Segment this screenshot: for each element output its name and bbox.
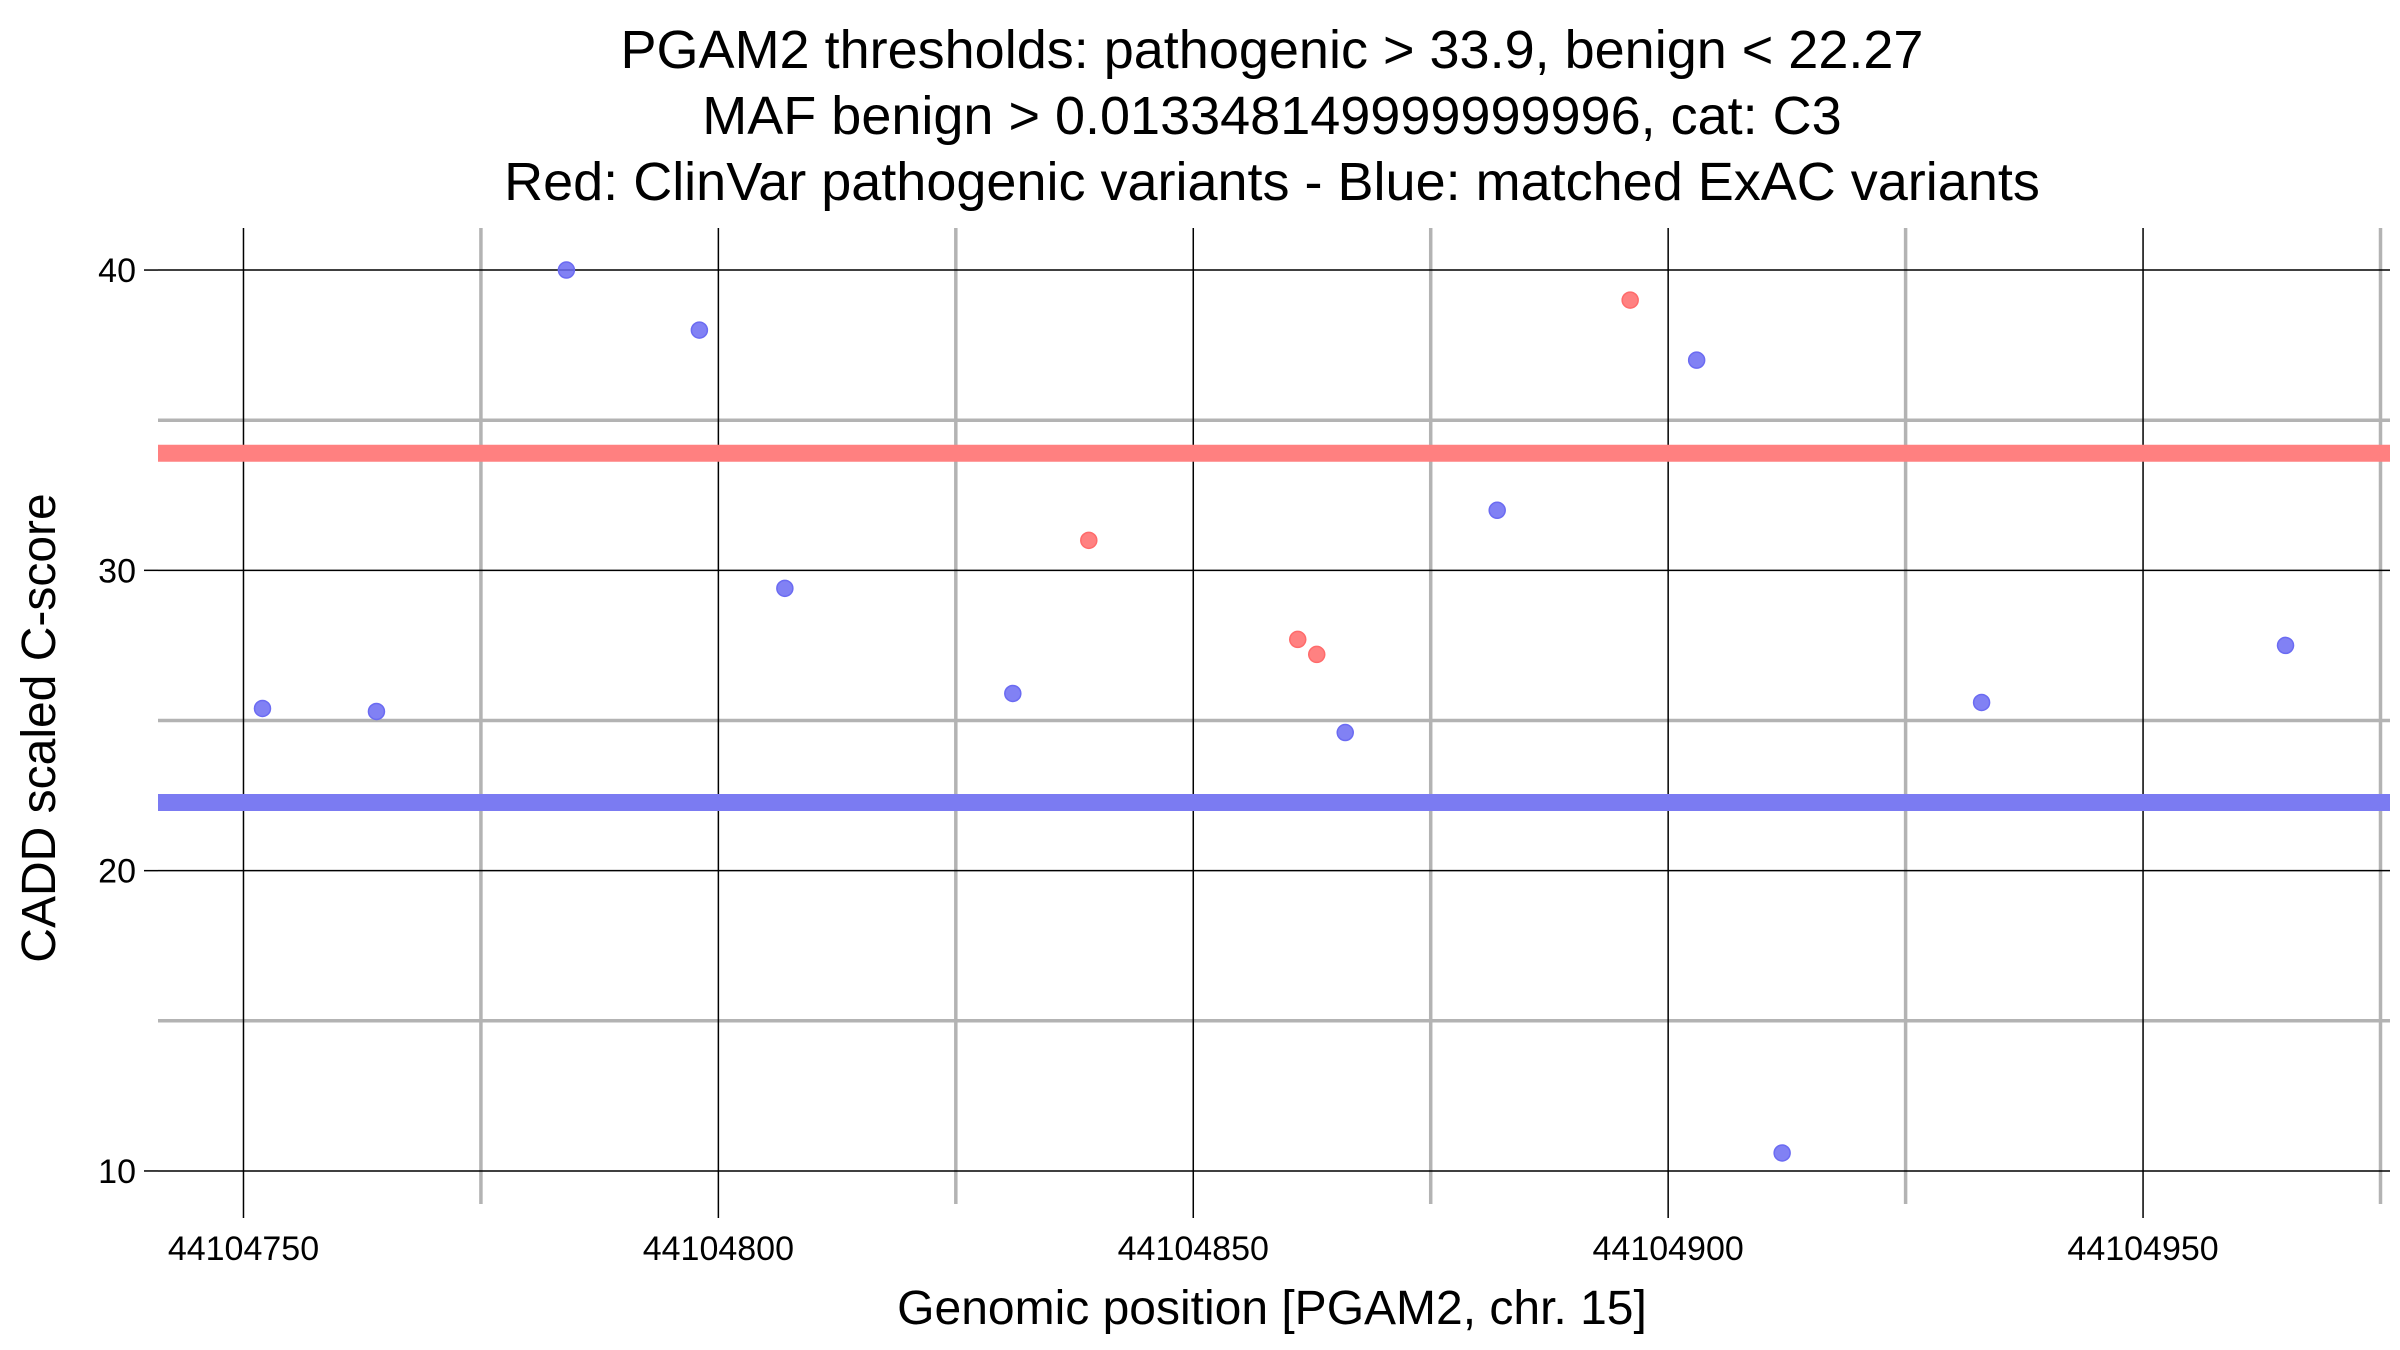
y-axis-title: CADD scaled C-score bbox=[13, 493, 66, 962]
pathogenic-point bbox=[1080, 531, 1098, 550]
exac-point bbox=[1773, 1144, 1791, 1162]
x-tick-label: 44104900 bbox=[1593, 1230, 1744, 1268]
exac-point bbox=[367, 702, 386, 721]
data-points bbox=[253, 261, 2295, 1162]
x-tick-label: 44104850 bbox=[1118, 1230, 1269, 1268]
pathogenic-point bbox=[1288, 630, 1307, 649]
exac-point bbox=[1972, 693, 1991, 712]
title-line-2: MAF benign > 0.013348149999999996, cat: … bbox=[702, 86, 1841, 146]
chart-title: PGAM2 thresholds: pathogenic > 33.9, ben… bbox=[504, 20, 2040, 212]
exac-point bbox=[1488, 501, 1506, 520]
exac-point bbox=[2276, 636, 2295, 655]
major-gridlines bbox=[158, 228, 2390, 1204]
title-line-3: Red: ClinVar pathogenic variants - Blue:… bbox=[504, 152, 2040, 212]
exac-point bbox=[1336, 723, 1354, 742]
x-tick-label: 44104950 bbox=[2067, 1230, 2218, 1268]
threshold-lines bbox=[158, 444, 2390, 811]
exac-point bbox=[253, 699, 272, 718]
y-tick-label: 20 bbox=[98, 853, 136, 891]
exac-point bbox=[690, 321, 709, 339]
pathogenic-point bbox=[1621, 291, 1639, 309]
exac-point bbox=[776, 579, 794, 598]
y-tick-label: 40 bbox=[98, 252, 136, 290]
y-tick-label: 30 bbox=[98, 552, 136, 590]
y-tick-label: 10 bbox=[98, 1153, 136, 1191]
title-line-1: PGAM2 thresholds: pathogenic > 33.9, ben… bbox=[621, 20, 1924, 80]
x-tick-label: 44104800 bbox=[643, 1230, 794, 1268]
x-axis-title: Genomic position [PGAM2, chr. 15] bbox=[897, 1282, 1647, 1335]
exac-point bbox=[1687, 351, 1706, 369]
axis-ticks: 10 20 30 40 44104750 44104800 44104850 44104900… bbox=[98, 252, 2219, 1268]
exac-point bbox=[1004, 684, 1022, 703]
minor-gridlines bbox=[158, 228, 2390, 1204]
pathogenic-point bbox=[1307, 645, 1326, 664]
x-tick-label: 44104750 bbox=[168, 1230, 319, 1268]
exac-point bbox=[557, 261, 576, 279]
